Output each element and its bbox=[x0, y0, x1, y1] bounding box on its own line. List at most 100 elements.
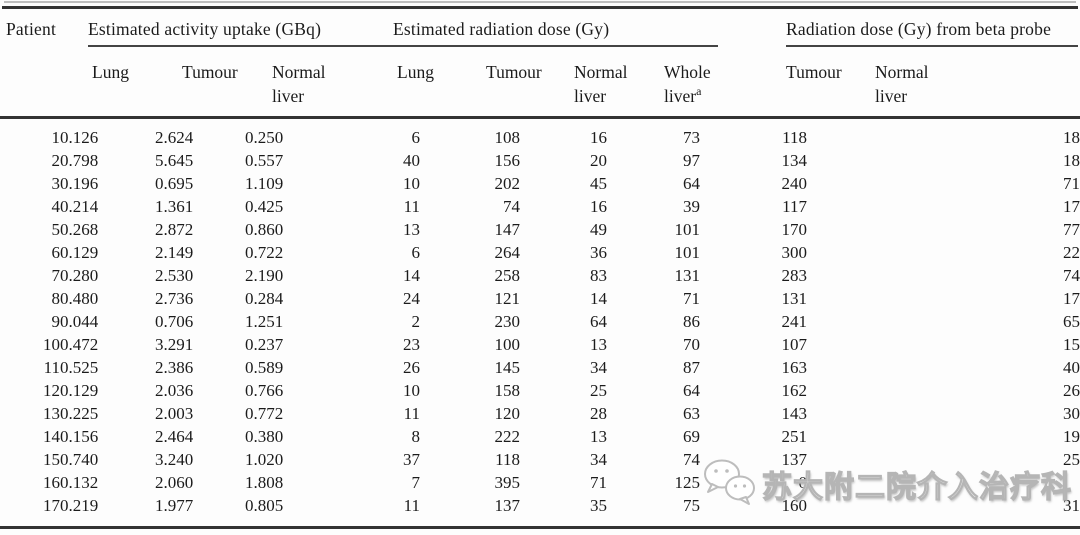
table-cell: 0.268 bbox=[60, 219, 99, 239]
table-cell: 5 bbox=[51, 219, 61, 239]
table-cell: 131 bbox=[781, 288, 808, 308]
table-cell: 70 bbox=[683, 334, 700, 354]
table-cell: 74 bbox=[1063, 265, 1080, 285]
table-cell: 11 bbox=[43, 357, 60, 377]
subheader-tumour-dose: Tumour bbox=[486, 62, 542, 82]
table-cell: 170 bbox=[781, 219, 808, 239]
table-cell: 0.589 bbox=[245, 357, 284, 377]
subheader-beta-normal-liver: Normal liver bbox=[875, 62, 929, 106]
table-cell: 34 bbox=[590, 357, 607, 377]
table-cell: 69 bbox=[683, 426, 700, 446]
table-cell: 0.525 bbox=[60, 357, 99, 377]
subheader-whole-liver-text: Whole liver bbox=[664, 62, 711, 106]
table-cell: 0.219 bbox=[60, 495, 99, 515]
table-cell: 28 bbox=[590, 403, 607, 423]
table-cell: 6 bbox=[411, 127, 421, 147]
table-cell: 64 bbox=[683, 173, 700, 193]
subheader-normal-liver-uptake: Normal liver bbox=[272, 62, 326, 106]
table-cell: 35 bbox=[590, 495, 607, 515]
table-cell: 0.860 bbox=[245, 219, 284, 239]
table-cell: 0.214 bbox=[60, 196, 99, 216]
table-cell: 117 bbox=[782, 196, 807, 216]
table-cell: 160 bbox=[781, 495, 808, 515]
table-cell: 0.722 bbox=[245, 242, 284, 262]
table-cell: 137 bbox=[781, 449, 808, 469]
footnote-marker-a: a bbox=[696, 84, 702, 99]
table-body: 1 0.126 2.624 0.250 6 108 16 73 118 18 2 0.798 5.645… bbox=[0, 126, 1080, 517]
table-cell: 18 bbox=[1063, 127, 1080, 147]
table-cell: 3.291 bbox=[155, 334, 194, 354]
table-cell: 71 bbox=[683, 288, 700, 308]
table-cell: 0.044 bbox=[60, 311, 99, 331]
table-cell: 4 bbox=[51, 196, 61, 216]
subheader-lung-uptake: Lung bbox=[92, 62, 129, 82]
table-cell: 2.060 bbox=[155, 472, 194, 492]
table-cell: 0.129 bbox=[60, 242, 99, 262]
watermark: 苏大附二院介入治疗科 bbox=[694, 454, 1080, 510]
table-cell: 101 bbox=[674, 219, 701, 239]
table-cell: 10 bbox=[43, 334, 60, 354]
table-cell: 0.805 bbox=[245, 495, 284, 515]
table-cell: 37 bbox=[403, 449, 420, 469]
table-cell: 22 bbox=[1063, 242, 1080, 262]
table-cell: 241 bbox=[781, 311, 808, 331]
subheader-lung-dose: Lung bbox=[397, 62, 434, 82]
group-spanner-rule-right bbox=[786, 45, 1078, 47]
table-row: 10 0.472 3.291 0.237 23 100 13 70 107 15 bbox=[0, 333, 1080, 356]
table-cell: 0.766 bbox=[245, 380, 284, 400]
table-cell: 20 bbox=[590, 150, 607, 170]
header-bottom-rule bbox=[0, 116, 1080, 119]
table-cell: 1.020 bbox=[245, 449, 284, 469]
table-cell: 16 bbox=[590, 127, 607, 147]
table-cell: 74 bbox=[683, 449, 700, 469]
table-cell: 2 bbox=[411, 311, 421, 331]
table-row: 5 0.268 2.872 0.860 13 147 49 101 170 77 bbox=[0, 218, 1080, 241]
table-bottom-rule bbox=[0, 526, 1080, 529]
table-cell: 162 bbox=[781, 380, 808, 400]
table-cell: 0.425 bbox=[245, 196, 284, 216]
table-cell: 251 bbox=[781, 426, 808, 446]
table-cell: 15 bbox=[43, 449, 60, 469]
patient-data-table: 1 0.126 2.624 0.250 6 108 16 73 118 18 2 0.798 5.645… bbox=[0, 126, 1080, 517]
table-cell: 395 bbox=[494, 472, 521, 492]
table-cell: 40 bbox=[1063, 357, 1080, 377]
table-cell: 118 bbox=[495, 449, 520, 469]
table-cell: 2.003 bbox=[155, 403, 194, 423]
table-cell: 75 bbox=[683, 495, 700, 515]
group-header-beta-probe: Radiation dose (Gy) from beta probe bbox=[786, 19, 1052, 39]
table-cell: 39 bbox=[683, 196, 700, 216]
table-cell: 101 bbox=[674, 242, 701, 262]
table-cell: 18 bbox=[1063, 150, 1080, 170]
table-cell: 0.480 bbox=[60, 288, 99, 308]
table-cell: 17 bbox=[1063, 288, 1080, 308]
table-row: 13 0.225 2.003 0.772 11 120 28 63 143 30 bbox=[0, 402, 1080, 425]
table-cell: 71 bbox=[590, 472, 607, 492]
subheader-normal-liver-dose: Normal liver bbox=[574, 62, 628, 106]
table-cell: 147 bbox=[494, 219, 521, 239]
table-cell: 2.386 bbox=[155, 357, 194, 377]
table-cell: 0.557 bbox=[245, 150, 284, 170]
table-cell: 1.109 bbox=[245, 173, 284, 193]
table-cell: 0.196 bbox=[60, 173, 99, 193]
table-cell: 1 bbox=[51, 127, 61, 147]
table-row: 2 0.798 5.645 0.557 40 156 20 97 134 18 bbox=[0, 149, 1080, 172]
subheader-whole-liver-dose: Whole livera bbox=[664, 60, 726, 108]
table-cell: 13 bbox=[590, 426, 607, 446]
table-cell: 120 bbox=[494, 403, 521, 423]
table-cell: 86 bbox=[683, 311, 700, 331]
table-cell: 14 bbox=[590, 288, 607, 308]
table-cell: 2.464 bbox=[155, 426, 194, 446]
table-cell: 2 bbox=[51, 150, 61, 170]
table-cell: 10 bbox=[403, 380, 420, 400]
table-cell: 12 bbox=[43, 380, 60, 400]
table-cell: 77 bbox=[1063, 219, 1080, 239]
table-cell: 2.736 bbox=[155, 288, 194, 308]
table-cell: 26 bbox=[403, 357, 420, 377]
table-cell: 14 bbox=[403, 265, 420, 285]
table-cell: 13 bbox=[43, 403, 60, 423]
table-cell: 0.225 bbox=[60, 403, 99, 423]
wechat-icon bbox=[704, 459, 755, 505]
table-cell: 0.380 bbox=[245, 426, 284, 446]
table-cell: 222 bbox=[494, 426, 521, 446]
